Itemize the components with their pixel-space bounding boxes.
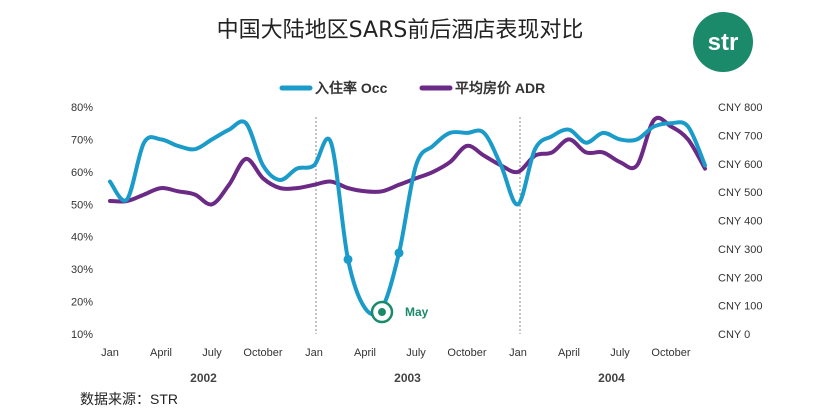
y-left-tick-label: 10% (71, 329, 93, 341)
y-left-tick-label: 20% (71, 297, 93, 309)
series-lines (108, 115, 707, 317)
series-line-1 (108, 115, 707, 207)
x-tick-label: April (354, 347, 376, 359)
y-right-tick-label: CNY 600 (718, 159, 762, 171)
str-logo-text: str (708, 29, 739, 56)
y-right-tick-label: CNY 700 (718, 130, 762, 142)
y-left-tick-label: 30% (71, 264, 93, 276)
marker-dot-2 (394, 248, 404, 258)
x-tick-label: April (150, 347, 172, 359)
chart-title: 中国大陆地区SARS前后酒店表现对比 (217, 18, 584, 43)
x-tick-label: Jan (101, 347, 119, 359)
y-left-tick-label: 60% (71, 167, 93, 179)
year-label: 2002 (190, 371, 217, 385)
x-tick-label: July (202, 347, 222, 359)
year-label: 2003 (394, 371, 421, 385)
x-tick-label: Jan (305, 347, 323, 359)
marker-dot-0 (343, 254, 353, 264)
legend: 入住率 Occ 平均房价 ADR (279, 80, 545, 96)
annotation-label: May (405, 305, 429, 319)
axes: 10% 20% 30% 40% 50% 60% 70% 80% CNY 0 CNY 100 CNY … (71, 102, 762, 341)
x-tick-label: October (651, 347, 690, 359)
source-note: 数据来源：STR (80, 391, 178, 407)
series-markers: May (343, 248, 429, 324)
x-tick-label: July (406, 347, 426, 359)
x-axis: Jan April July October Jan April July October Ja… (101, 347, 691, 385)
y-right-tick-label: CNY 500 (718, 187, 762, 199)
y-left-tick-label: 40% (71, 232, 93, 244)
series-line-0 (108, 119, 707, 317)
y-left-tick-label: 70% (71, 134, 93, 146)
y-right-tick-label: CNY 100 (718, 301, 762, 313)
x-tick-label: April (558, 347, 580, 359)
x-tick-label: Jan (509, 347, 527, 359)
marker-dot-inner (378, 308, 386, 317)
year-separators (315, 117, 521, 334)
y-left-tick-label: 50% (71, 199, 93, 211)
y-right-tick-label: CNY 0 (718, 329, 750, 341)
year-label: 2004 (598, 371, 625, 385)
x-tick-label: July (610, 347, 630, 359)
x-tick-label: October (447, 347, 486, 359)
y-left-tick-label: 80% (71, 102, 93, 114)
y-right-tick-label: CNY 200 (718, 272, 762, 284)
legend-label-1: 平均房价 ADR (455, 80, 545, 96)
str-logo: str (693, 12, 753, 72)
legend-label-0: 入住率 Occ (315, 80, 388, 96)
x-tick-label: October (243, 347, 282, 359)
y-right-tick-label: CNY 800 (718, 102, 762, 114)
y-right-tick-label: CNY 400 (718, 216, 762, 228)
y-right-tick-label: CNY 300 (718, 244, 762, 256)
